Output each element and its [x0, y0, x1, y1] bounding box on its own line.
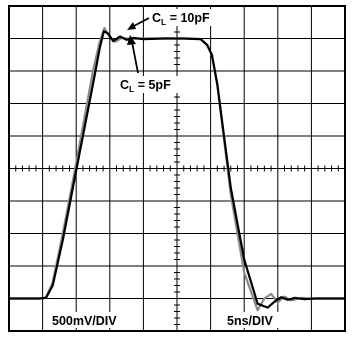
annotation-cl-5pf: CL = 5pF — [119, 35, 199, 94]
annotation-5pf-value: = 5pF — [134, 78, 171, 92]
annotation-arrow-5pf — [131, 41, 139, 74]
svg-text:CL = 10pF: CL = 10pF — [152, 11, 210, 27]
trace-cl-10pf — [9, 30, 345, 309]
annotation-cl-10pf: CL = 10pF — [127, 9, 243, 30]
waveform-traces — [9, 27, 345, 312]
annotation-10pf-value: = 10pF — [166, 11, 210, 25]
graticule-center-ticks — [15, 12, 339, 325]
annotation-arrow-10pf — [131, 17, 150, 28]
annotation-5pf-c: C — [120, 78, 129, 92]
annotation-5pf-sub: L — [129, 84, 134, 94]
svg-text:CL = 5pF: CL = 5pF — [120, 78, 171, 94]
annotation-10pf-c: C — [152, 11, 161, 25]
annotation-10pf-sub: L — [161, 17, 166, 27]
arrowhead-5pf-icon — [127, 35, 136, 45]
horizontal-scale-label: 5ns/DIV — [227, 314, 274, 328]
plot-frame — [8, 5, 346, 332]
vertical-scale-label: 500mV/DIV — [52, 314, 117, 328]
arrowhead-10pf-icon — [127, 22, 136, 30]
